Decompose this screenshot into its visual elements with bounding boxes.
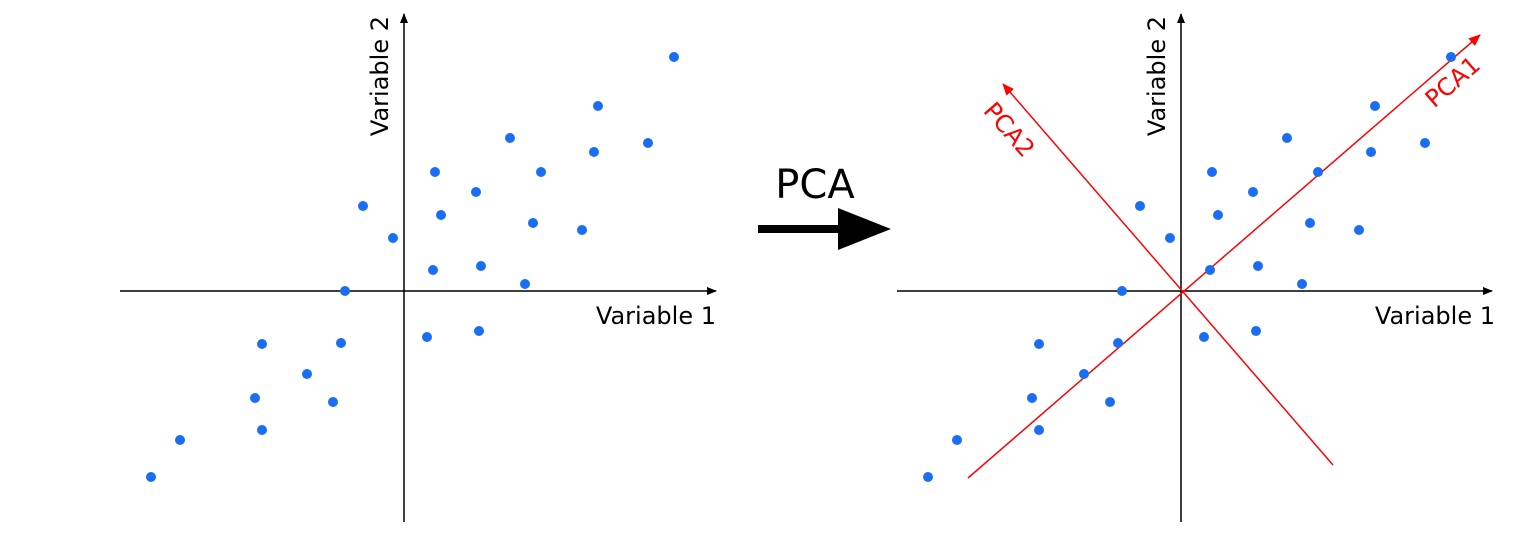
data-point [1366, 147, 1376, 157]
data-point [428, 265, 438, 275]
data-point [328, 397, 338, 407]
data-point [505, 133, 515, 143]
data-point [1034, 425, 1044, 435]
data-point [1313, 167, 1323, 177]
data-point [1113, 338, 1123, 348]
data-point [1213, 210, 1223, 220]
data-point [528, 218, 538, 228]
data-point [520, 279, 530, 289]
scatter-points [923, 52, 1456, 482]
y-axis-label: Variable 2 [366, 16, 394, 136]
data-point [923, 472, 933, 482]
data-point [358, 201, 368, 211]
right-arrow-icon [758, 208, 891, 250]
data-point [1297, 279, 1307, 289]
data-point [336, 338, 346, 348]
y-axis-label: Variable 2 [1143, 16, 1171, 136]
pca1-component-line [967, 34, 1481, 479]
x-axis-label: Variable 1 [596, 302, 716, 330]
data-point [436, 210, 446, 220]
data-point [593, 101, 603, 111]
data-point [1305, 218, 1315, 228]
data-point [1282, 133, 1292, 143]
data-point [1251, 326, 1261, 336]
data-point [388, 233, 398, 243]
x-axis-label: Variable 1 [1375, 302, 1495, 330]
pca-transformation-arrow: PCA [758, 162, 891, 250]
data-point [422, 332, 432, 342]
data-point [430, 167, 440, 177]
data-point [589, 147, 599, 157]
data-point [257, 425, 267, 435]
data-point [1034, 339, 1044, 349]
data-point [340, 286, 350, 296]
data-point [1205, 265, 1215, 275]
data-point [1446, 52, 1456, 62]
data-point [250, 393, 260, 403]
pca2-label: PCA2 [978, 97, 1040, 163]
data-point [175, 435, 185, 445]
pca-arrow-label: PCA [775, 162, 855, 208]
data-point [302, 369, 312, 379]
data-point [1354, 225, 1364, 235]
data-point [1135, 201, 1145, 211]
data-point [1253, 261, 1263, 271]
data-point [952, 435, 962, 445]
data-point [1370, 101, 1380, 111]
data-point [536, 167, 546, 177]
pca2-component-line [1002, 83, 1334, 466]
data-point [1117, 286, 1127, 296]
data-point [1027, 393, 1037, 403]
data-point [1105, 397, 1115, 407]
data-point [476, 261, 486, 271]
data-point [1165, 233, 1175, 243]
data-point [1248, 187, 1258, 197]
panel-after-pca: Variable 1 Variable 2 PCA1 PCA2 [897, 13, 1495, 522]
data-point [471, 187, 481, 197]
data-point [643, 138, 653, 148]
data-point [257, 339, 267, 349]
data-point [1199, 332, 1209, 342]
data-point [474, 326, 484, 336]
data-point [1207, 167, 1217, 177]
data-point [577, 225, 587, 235]
data-point [1420, 138, 1430, 148]
panel-before-pca: Variable 1 Variable 2 [120, 13, 717, 522]
data-point [669, 52, 679, 62]
data-point [1079, 369, 1089, 379]
scatter-points [146, 52, 679, 482]
data-point [146, 472, 156, 482]
